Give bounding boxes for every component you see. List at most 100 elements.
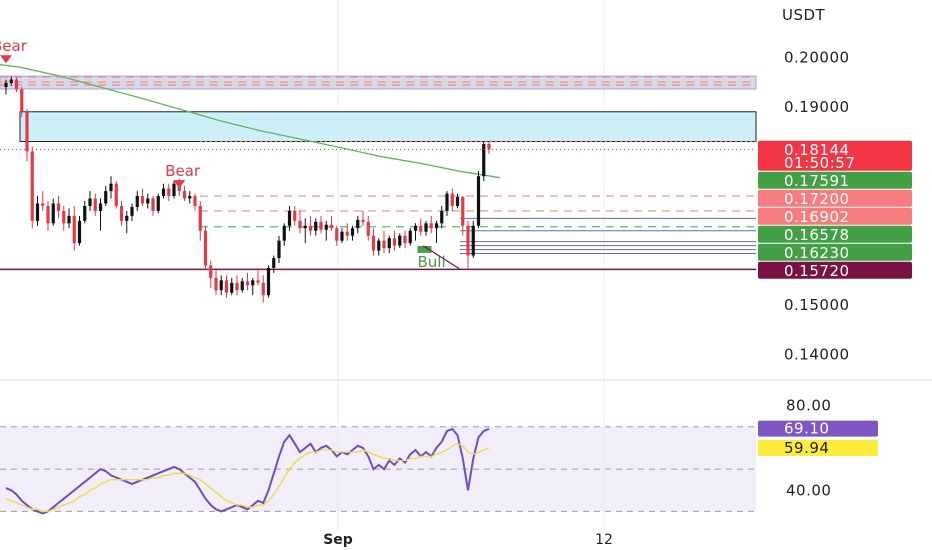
candle-body: [119, 205, 124, 221]
candle: [104, 186, 108, 206]
candle: [461, 196, 465, 236]
bull-trend-line: [423, 245, 460, 270]
candle: [251, 277, 255, 296]
candle-body: [366, 221, 370, 236]
price-tick-label: 0.14000: [784, 346, 850, 364]
signal-labels: Bear Bear Bull: [0, 37, 460, 271]
candle: [156, 193, 160, 214]
candle: [30, 146, 34, 229]
candle: [98, 198, 103, 231]
candle: [324, 220, 328, 241]
bear-arrow-icon: [173, 180, 186, 189]
candle-body: [35, 203, 40, 221]
candle: [151, 196, 155, 216]
candle-body: [209, 265, 213, 278]
candle-body: [471, 225, 475, 256]
price-badge-label: 0.16902: [784, 208, 850, 226]
candle-body: [487, 144, 491, 150]
price-badge-label: 0.17591: [784, 172, 850, 190]
price-badge: 0.17200: [758, 189, 912, 208]
bull-marker-icon: [417, 245, 432, 253]
candle: [182, 186, 187, 201]
rsi-axis-ticks: 80.00 40.00: [786, 397, 831, 500]
candle-body: [308, 225, 313, 231]
rsi-badge: 59.94: [758, 439, 878, 457]
moving-average: [0, 64, 501, 179]
candle-body: [46, 205, 50, 224]
candle-body: [429, 223, 433, 229]
candle-body: [188, 196, 192, 199]
candle: [345, 223, 349, 241]
candle: [377, 238, 381, 256]
bear-signal-label: Bear: [165, 162, 201, 180]
price-badge: 0.16578: [758, 225, 912, 244]
candle-body: [146, 198, 150, 204]
candle: [303, 218, 307, 244]
candle: [188, 191, 192, 204]
candle: [440, 205, 444, 229]
candle-body: [266, 267, 271, 296]
candle-body: [377, 240, 381, 251]
candle-body: [20, 89, 24, 112]
rsi-tick-label: 40.00: [786, 481, 831, 499]
candle: [240, 277, 244, 293]
price-badge: 0.16230: [758, 243, 912, 262]
candle-body: [476, 176, 481, 226]
candle-body: [98, 203, 103, 211]
candle: [125, 210, 129, 234]
candle-body: [329, 224, 334, 229]
candle: [20, 87, 24, 117]
price-tick-label: 0.20000: [784, 48, 850, 66]
bear-signal: Bear: [0, 37, 28, 64]
candle-body: [408, 230, 412, 244]
candle-body: [256, 280, 260, 283]
time-axis[interactable]: Sep 12: [323, 532, 613, 548]
price-badge-bg: [758, 261, 912, 279]
candle: [245, 272, 250, 291]
candle: [466, 220, 470, 270]
candle-body: [345, 231, 349, 236]
candle-body: [272, 258, 276, 268]
candle: [198, 201, 202, 241]
price-badge-label: 0.16230: [784, 244, 850, 262]
price-levels: [0, 76, 756, 271]
candle: [41, 191, 45, 211]
candle: [14, 77, 19, 92]
candle-body: [130, 206, 134, 216]
price-tick-label: 0.19000: [784, 98, 850, 116]
price-badge: 0.16902: [758, 207, 912, 226]
candle: [329, 215, 334, 231]
candle: [419, 218, 423, 236]
candle-body: [361, 219, 365, 222]
candle-body: [277, 240, 281, 258]
candle: [476, 171, 481, 229]
price-badge-label: 0.17200: [784, 190, 850, 208]
candle-body: [140, 196, 145, 204]
candle: [51, 198, 55, 226]
candle: [140, 188, 145, 206]
candle-body: [398, 235, 402, 246]
moving-average-line: [0, 64, 501, 179]
rsi-signal-line: [5, 442, 490, 513]
candle-body: [293, 210, 297, 221]
candle: [424, 220, 428, 236]
candle-body: [72, 215, 76, 244]
candle-body: [41, 203, 45, 206]
price-badge-bg: [758, 225, 912, 243]
rsi-badge: 69.10: [758, 420, 878, 438]
candle: [146, 193, 150, 209]
bear-arrow-icon: [0, 55, 12, 64]
candle-body: [198, 205, 202, 231]
cyan-zone: [19, 111, 757, 143]
candle-body: [156, 196, 160, 211]
candle-body: [392, 238, 397, 246]
candle-body: [434, 223, 439, 229]
candle: [167, 183, 171, 201]
time-tick-label: Sep: [323, 532, 353, 548]
price-pane[interactable]: Bear Bear Bull: [0, 0, 932, 532]
price-axis[interactable]: USDT 0.200000.190000.160000.150000.14000…: [758, 6, 912, 364]
candle: [235, 275, 239, 296]
